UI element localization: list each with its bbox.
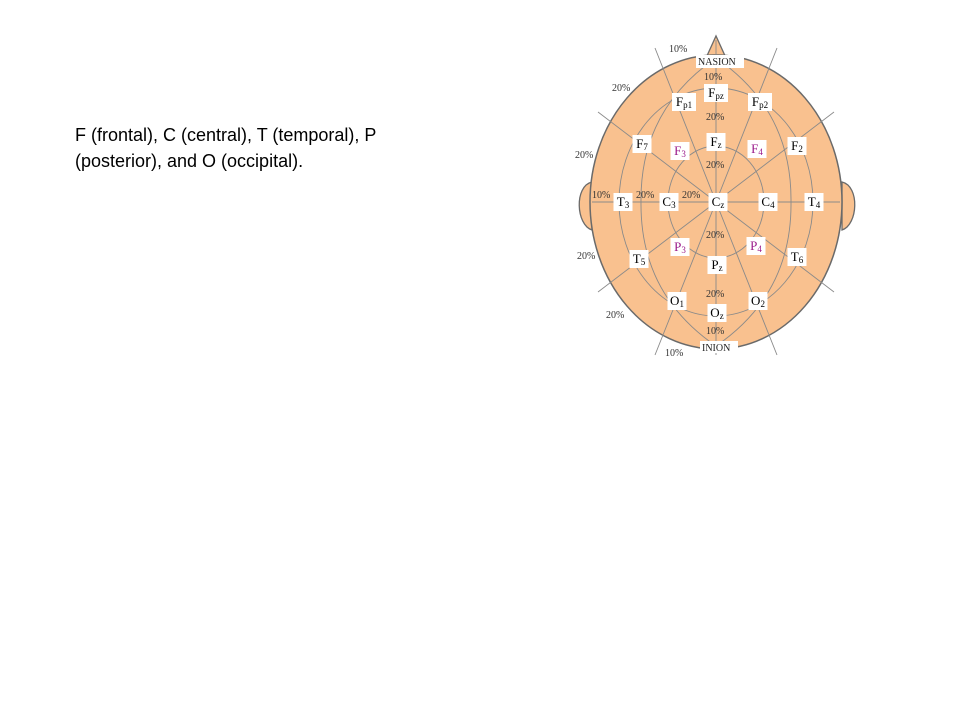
electrode-fz: Fz (706, 133, 726, 151)
electrode-pz: Pz (707, 256, 727, 274)
electrode-label: C4 (761, 194, 775, 210)
percent-label-fpz-fz-20: 20% (706, 112, 724, 123)
electrode-box (672, 93, 696, 111)
radial-line (715, 201, 778, 356)
electrode-label: Fp2 (752, 94, 768, 110)
inion-label: INION (702, 343, 730, 354)
percent-label-cz-pz-20: 20% (706, 230, 724, 241)
electrode-cz: Cz (708, 193, 728, 211)
electrode-t3: T3 (613, 193, 633, 211)
electrode-f7: F7 (632, 135, 652, 153)
electrode-label: Cz (712, 194, 725, 210)
electrode-fp1: Fp1 (672, 93, 696, 111)
electrode-box (746, 237, 766, 255)
electrode-label: O2 (751, 293, 765, 309)
electrode-label: P3 (674, 239, 686, 255)
percent-label-fz-cz-20: 20% (706, 160, 724, 171)
electrode-box (706, 133, 726, 151)
electrode-label: F3 (674, 143, 686, 159)
electrode-label: T3 (617, 194, 630, 210)
electrode-box (787, 248, 807, 266)
electrode-label: O1 (670, 293, 684, 309)
electrode-p3: P3 (670, 238, 690, 256)
radial-line (654, 47, 717, 203)
electrode-label: F7 (636, 136, 648, 152)
electrode-label: T4 (808, 194, 821, 210)
electrode-label: P4 (750, 238, 762, 254)
percent-label-lower-left-20: 20% (606, 310, 624, 321)
caption-line-1: F (frontal), C (central), T (temporal), … (75, 125, 377, 145)
landmarks: NASION INION (696, 55, 744, 354)
percent-label-upper-left-20: 20% (612, 83, 630, 94)
electrode-f3: F3 (670, 142, 690, 160)
electrode-box (707, 256, 727, 274)
electrode-label: T6 (791, 249, 804, 265)
electrode-box (667, 292, 687, 310)
electrode-box (632, 135, 652, 153)
electrode-box (758, 193, 778, 211)
electrodes: Fp1 Fpz Fp2 F7 F3 Fz F4 F2 T3 C3 Cz C4 T4 P3 P4 T5 Pz T6 O… (613, 84, 824, 322)
electrode-t6: T6 (787, 248, 807, 266)
electrode-box (613, 193, 633, 211)
electrode-label: F4 (751, 141, 763, 157)
electrode-box (704, 84, 728, 102)
electrode-box (629, 250, 649, 268)
radial-line (715, 111, 835, 203)
percent-label-left-lower-20: 20% (577, 251, 595, 262)
electrode-oz: Oz (707, 304, 727, 322)
electrode-t5: T5 (629, 250, 649, 268)
radial-line (597, 111, 717, 203)
electrode-box (787, 137, 807, 155)
electrode-box (708, 193, 728, 211)
electrode-label: Pz (711, 257, 722, 273)
percent-label-bottom-10: 10% (665, 348, 683, 359)
electrode-label: T5 (633, 251, 646, 267)
percent-label-nasion-10: 10% (704, 72, 722, 83)
electrode-p4: P4 (746, 237, 766, 255)
electrode-fpz: Fpz (704, 84, 728, 102)
electrode-fp2: Fp2 (748, 93, 772, 111)
radial-line (715, 47, 778, 203)
right-ear (841, 181, 856, 231)
radial-line (654, 201, 717, 356)
electrode-c3: C3 (659, 193, 679, 211)
electrode-box (670, 142, 690, 160)
percent-label-left-upper-20: 20% (575, 150, 593, 161)
electrode-f8: F2 (787, 137, 807, 155)
percent-label-left-10: 10% (592, 190, 610, 201)
caption: F (frontal), C (central), T (temporal), … (75, 122, 495, 174)
radial-line (597, 201, 717, 293)
percent-label-t3-c3-20: 20% (636, 190, 654, 201)
percent-label-top-10: 10% (669, 44, 687, 55)
electrode-box (747, 140, 767, 158)
electrode-label: Oz (710, 305, 723, 321)
electrode-label: C3 (662, 194, 676, 210)
radial-line (715, 201, 835, 293)
nasion-label: NASION (698, 57, 736, 68)
electrode-box (748, 292, 768, 310)
electrode-box (670, 238, 690, 256)
electrode-label: F2 (791, 138, 803, 154)
percent-labels: 10% 10% 20% 20% 20% 20% 10% 20% 20% 20% 20% 20% 20% 1… (575, 44, 724, 359)
electrode-box (659, 193, 679, 211)
electrode-t4: T4 (804, 193, 824, 211)
electrode-c4: C4 (758, 193, 778, 211)
caption-line-2: (posterior), and O (occipital). (75, 151, 304, 171)
electrode-box (707, 304, 727, 322)
electrode-o1: O1 (667, 292, 687, 310)
electrode-label: Fz (710, 134, 721, 150)
percent-label-inion-10: 10% (706, 326, 724, 337)
inion-label-box (700, 341, 738, 353)
percent-label-pz-oz-20: 20% (706, 289, 724, 300)
nasion-label-box (696, 55, 744, 68)
electrode-box (804, 193, 824, 211)
electrode-o2: O2 (748, 292, 768, 310)
electrode-label: Fpz (708, 85, 724, 101)
electrode-f4: F4 (747, 140, 767, 158)
electrode-label: Fp1 (676, 94, 692, 110)
electrode-box (748, 93, 772, 111)
percent-label-c3-cz-20: 20% (682, 190, 700, 201)
